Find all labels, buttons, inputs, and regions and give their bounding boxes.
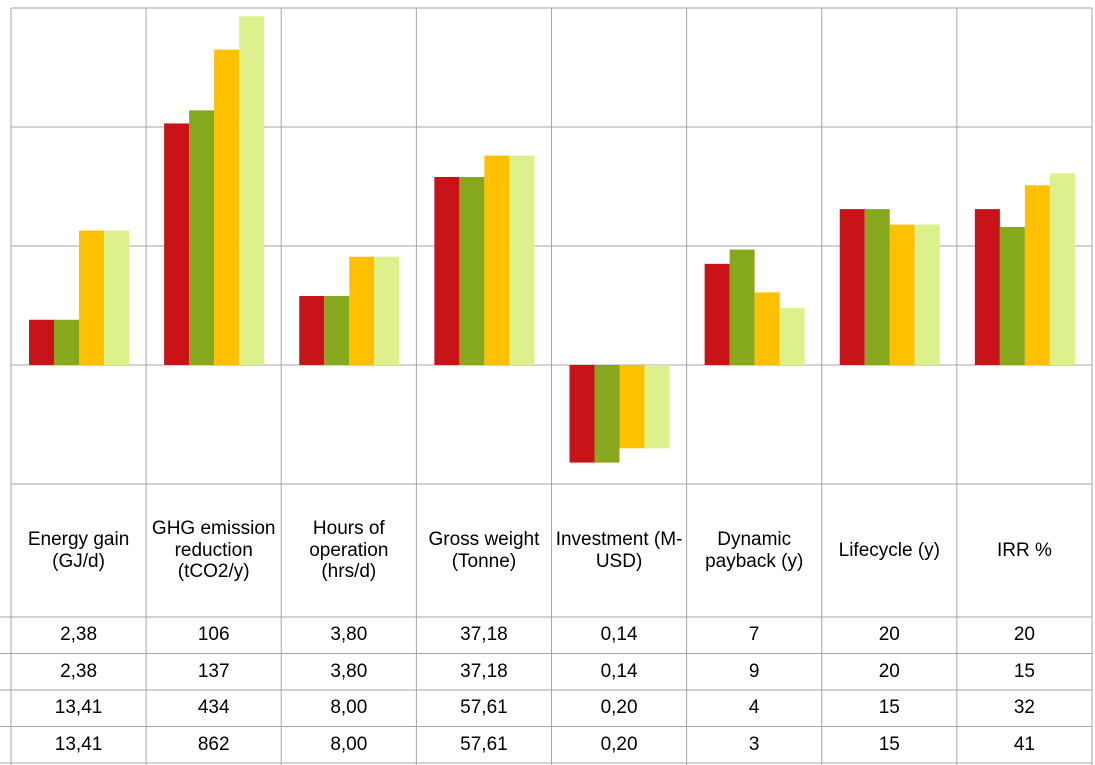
bar xyxy=(349,256,375,365)
table-cell: 3 xyxy=(748,733,760,755)
table-cell: 434 xyxy=(197,697,230,719)
table-cell: 137 xyxy=(197,660,230,682)
table-cell: 0,20 xyxy=(600,733,638,755)
bar xyxy=(594,365,620,463)
bar xyxy=(324,295,350,365)
table-cell: 57,61 xyxy=(460,733,508,755)
table-cell: 2,38 xyxy=(60,660,98,682)
category-label: Investment (M-USD) xyxy=(555,528,683,572)
table-cell: 3,80 xyxy=(330,660,368,682)
bar xyxy=(299,295,325,365)
bar xyxy=(999,226,1025,365)
table-cell: 41 xyxy=(1013,733,1035,755)
table-cell: 106 xyxy=(197,624,230,646)
table-cell: 862 xyxy=(197,733,230,755)
bar xyxy=(54,319,79,365)
table-cell: 20 xyxy=(1013,624,1035,646)
category-label: Hours of operation (hrs/d) xyxy=(309,517,389,583)
table-cell: 13,41 xyxy=(54,733,103,755)
table-cell: 9 xyxy=(748,660,760,682)
category-label: Lifecycle (y) xyxy=(838,539,940,561)
table-cell: 8,00 xyxy=(330,697,368,719)
bar xyxy=(754,292,780,365)
table-cell: 37,18 xyxy=(460,660,508,682)
table-cell: 0,14 xyxy=(600,660,638,682)
table-cell: 15 xyxy=(878,733,900,755)
bar xyxy=(779,307,805,365)
table-cell: 2,38 xyxy=(60,624,98,646)
table-cell: 0,14 xyxy=(600,624,638,646)
table-cell: 7 xyxy=(748,624,760,646)
table-cell: 32 xyxy=(1013,697,1035,719)
bar xyxy=(239,16,265,366)
category-label: Gross weight (Tonne) xyxy=(428,528,540,572)
table-cell: 3,80 xyxy=(330,624,368,646)
bar xyxy=(189,110,215,365)
bar xyxy=(214,49,240,366)
bar xyxy=(839,209,865,365)
table-cell: 57,61 xyxy=(460,697,508,719)
table-cell: 0,20 xyxy=(600,697,638,719)
bar xyxy=(164,123,190,366)
bar xyxy=(1049,173,1075,365)
bar xyxy=(374,256,400,365)
category-label: Dynamic payback (y) xyxy=(705,528,804,572)
table-cell: 20 xyxy=(878,660,900,682)
table-cell: 20 xyxy=(878,624,900,646)
table-cell: 13,41 xyxy=(54,697,103,719)
bar xyxy=(509,155,535,365)
bar xyxy=(914,224,940,365)
bar xyxy=(864,209,890,365)
bar xyxy=(644,365,670,449)
bar xyxy=(29,319,54,365)
bar xyxy=(704,263,730,365)
category-label: Energy gain (GJ/d) xyxy=(27,528,130,572)
bar xyxy=(889,224,915,365)
category-label: GHG emission reduction (tCO2/y) xyxy=(151,517,276,583)
table-cell: 37,18 xyxy=(460,624,508,646)
bar xyxy=(459,176,485,365)
bar xyxy=(79,230,104,365)
bar xyxy=(619,365,645,449)
bar xyxy=(104,230,129,365)
bar xyxy=(729,249,755,365)
bar xyxy=(569,365,595,463)
table-cell: 4 xyxy=(748,697,760,719)
table-cell: 8,00 xyxy=(330,733,368,755)
bar xyxy=(434,176,460,365)
bar xyxy=(1024,185,1050,365)
table-cell: 15 xyxy=(878,697,900,719)
table-cell: 15 xyxy=(1013,660,1035,682)
category-label: IRR % xyxy=(996,539,1052,561)
bar xyxy=(974,209,1000,365)
bar xyxy=(484,155,510,365)
